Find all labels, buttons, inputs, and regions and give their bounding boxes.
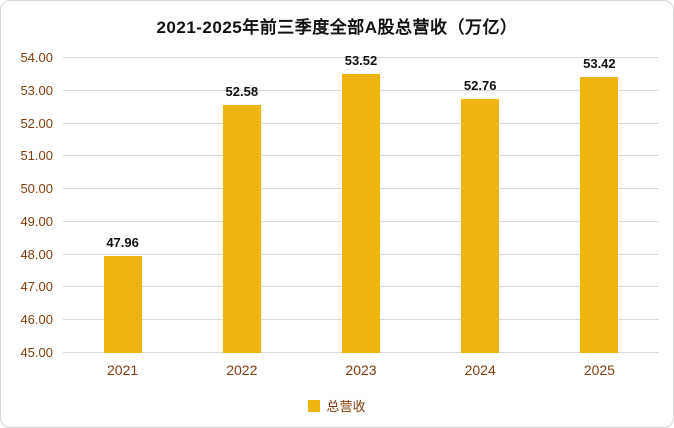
y-tick-label: 54.00 xyxy=(20,50,53,65)
chart-title: 2021-2025年前三季度全部A股总营收（万亿） xyxy=(156,18,518,37)
y-tick-label: 46.00 xyxy=(20,312,53,328)
bar-value-label: 52.58 xyxy=(225,83,259,99)
y-tick-label: 53.00 xyxy=(20,82,53,98)
legend: 总营收 xyxy=(1,396,673,415)
y-axis: 45.00 46.00 47.00 48.00 49.00 50.00 51.00 52.00… xyxy=(9,51,53,360)
x-tick-label: 2025 xyxy=(583,362,615,378)
y-tick-label: 48.00 xyxy=(20,246,53,262)
y-tick-label: 52.00 xyxy=(20,115,53,131)
y-tick-label: 45.00 xyxy=(20,345,53,360)
y-tick-label: 51.00 xyxy=(20,148,53,164)
y-tick-label: 50.00 xyxy=(20,181,53,197)
bar-2025 xyxy=(580,77,619,353)
bar-value-label: 47.96 xyxy=(106,234,139,250)
bar-2023 xyxy=(342,73,380,353)
bar-2021 xyxy=(103,255,142,353)
bar-2022 xyxy=(222,104,261,353)
legend-label: 总营收 xyxy=(326,399,366,414)
x-tick-label: 2024 xyxy=(464,362,496,378)
x-tick-label: 2023 xyxy=(345,362,377,378)
bar-value-label: 52.76 xyxy=(463,77,497,93)
y-tick-label: 49.00 xyxy=(20,213,53,229)
legend-swatch-icon xyxy=(308,399,321,412)
plot-area: 47.96 2021 52.58 2022 53.52 2023 52.76 2024 53.4… xyxy=(63,53,659,378)
bar-2024 xyxy=(461,98,500,353)
x-tick-label: 2021 xyxy=(107,362,139,378)
x-tick-label: 2022 xyxy=(226,362,258,378)
bar-value-label: 53.42 xyxy=(583,56,616,72)
bar-value-label: 53.52 xyxy=(344,52,378,68)
y-tick-label: 47.00 xyxy=(20,279,53,295)
gridline xyxy=(63,57,659,58)
